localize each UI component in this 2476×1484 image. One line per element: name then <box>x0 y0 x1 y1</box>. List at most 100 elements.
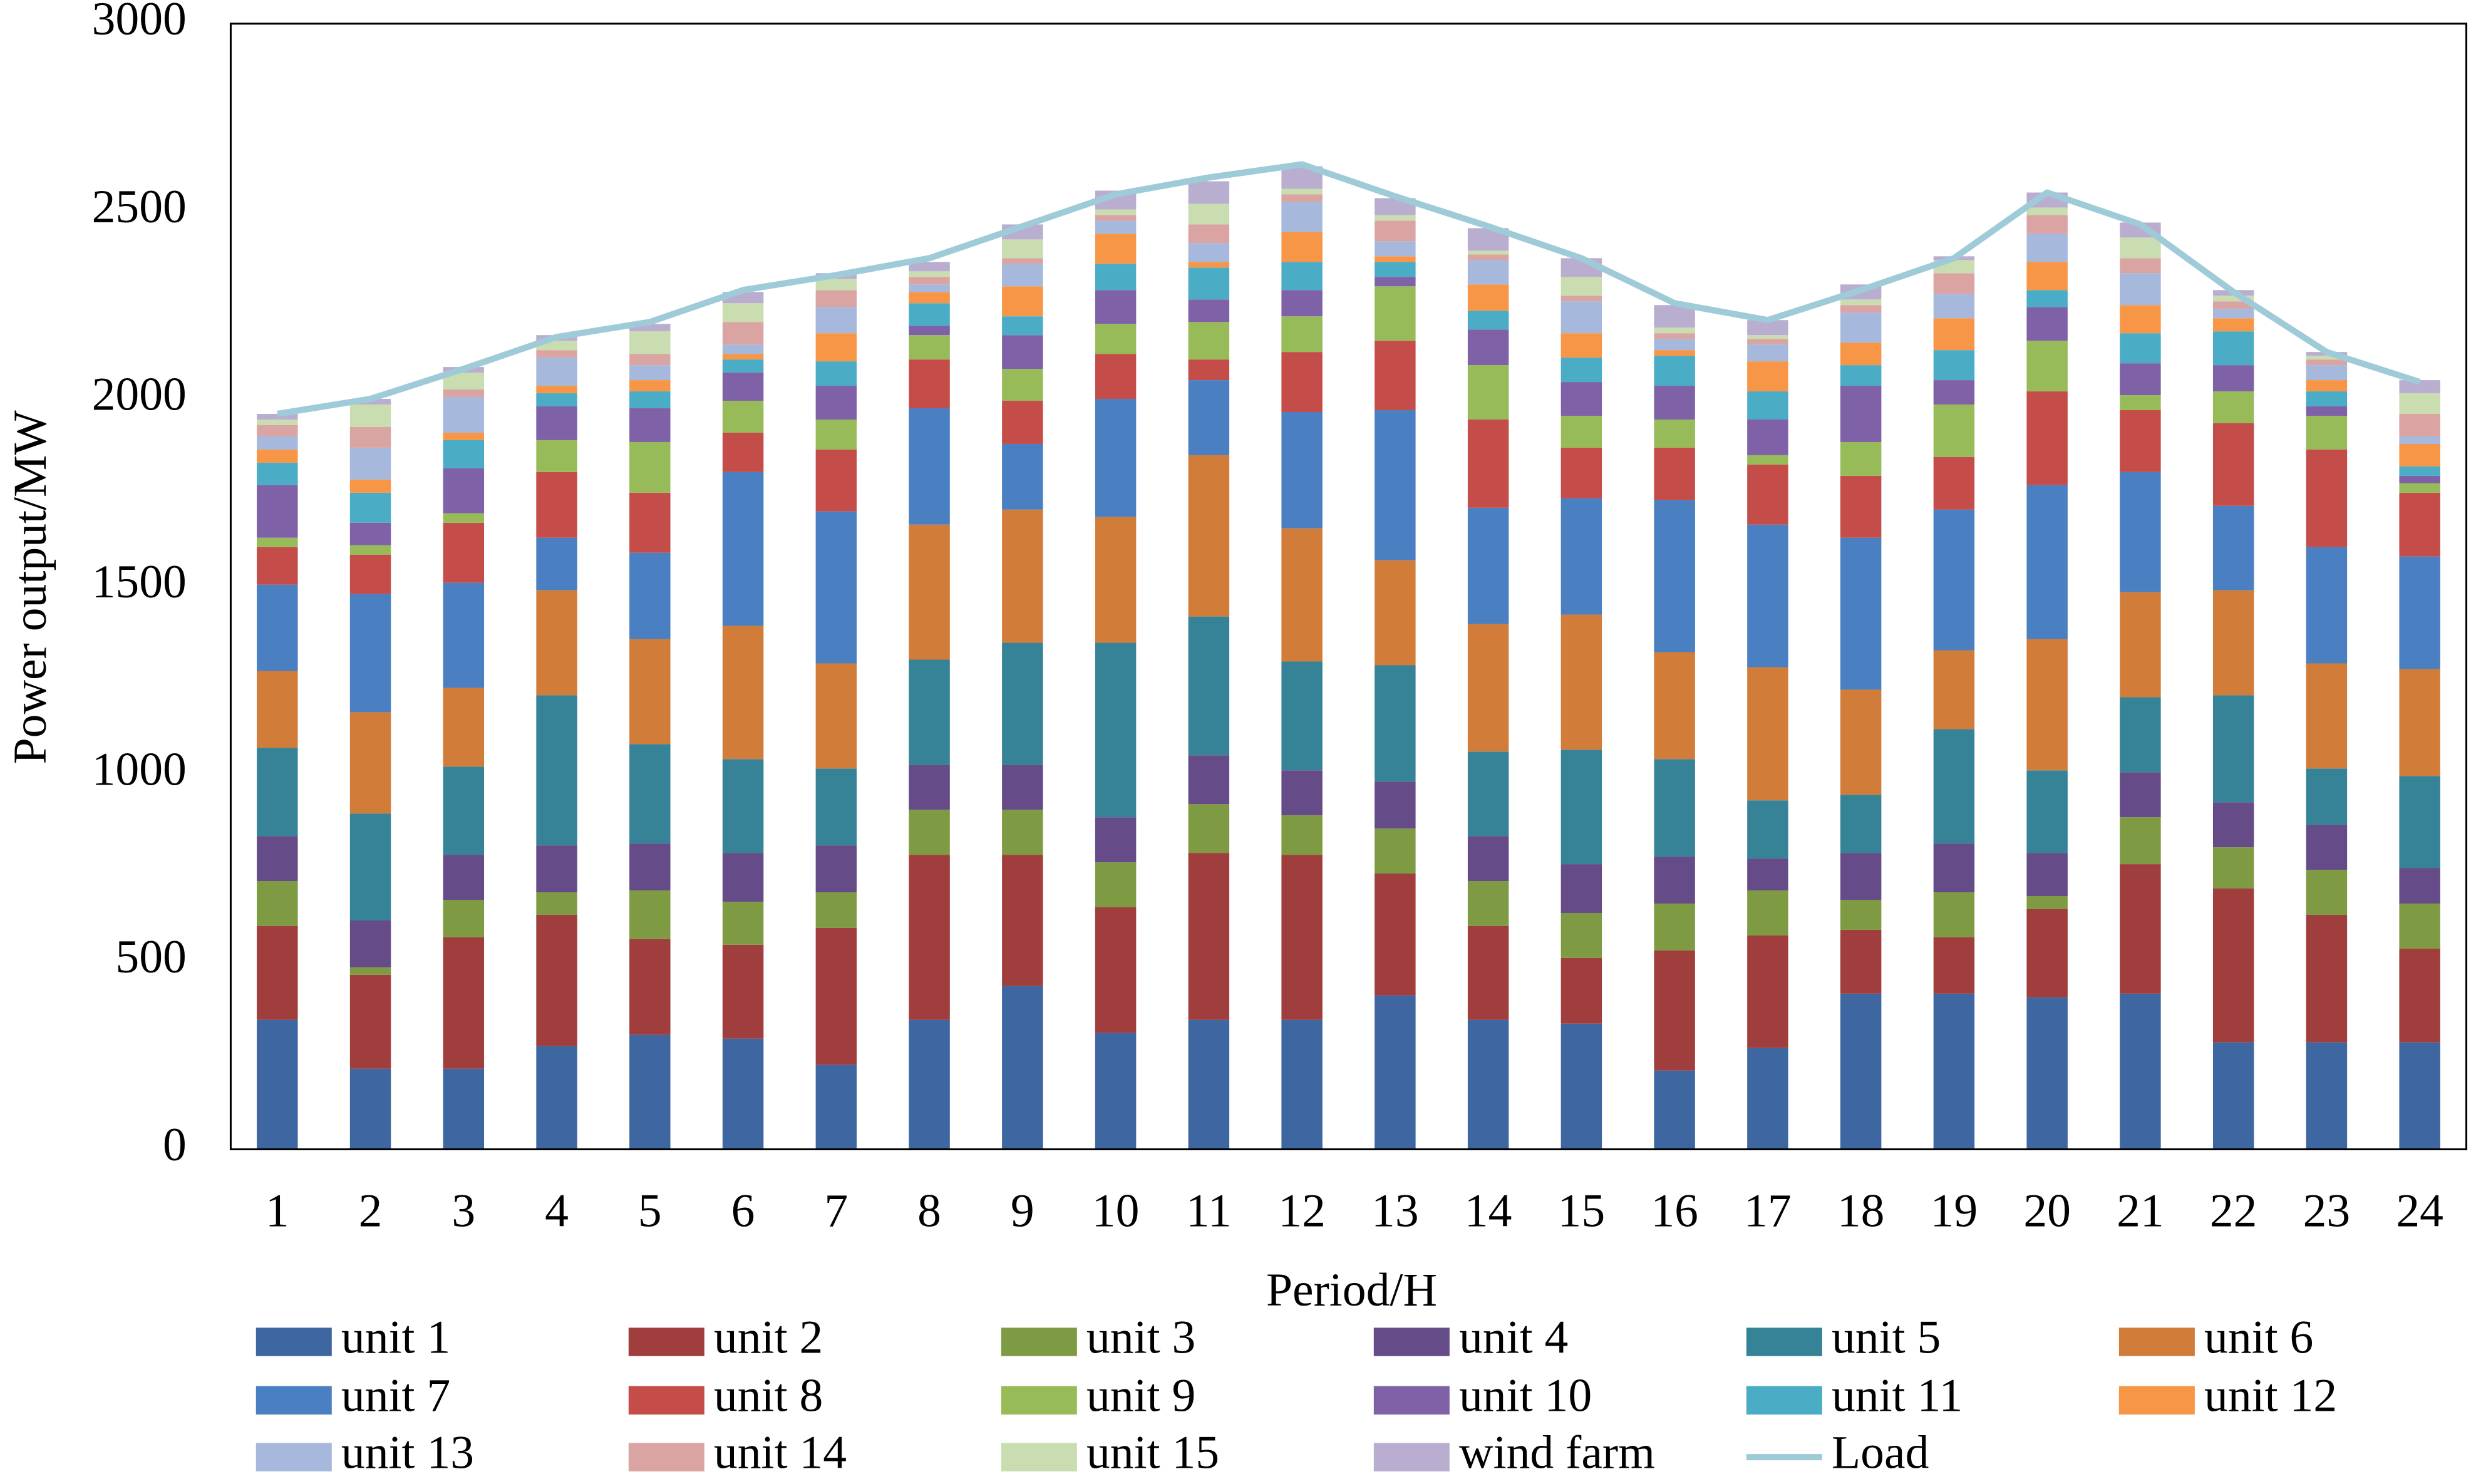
bar-segment <box>536 537 577 590</box>
x-tick-label: 7 <box>824 1185 848 1237</box>
bar-segment <box>1281 262 1323 291</box>
bar-segment <box>1840 900 1882 930</box>
bar-segment <box>2026 909 2068 997</box>
bar-segment <box>1654 447 1695 500</box>
bar-segment <box>1747 361 1788 392</box>
bar-segment <box>1002 642 1043 765</box>
bar-segment <box>2306 416 2348 450</box>
legend-marker <box>628 1386 704 1415</box>
bar-segment <box>1188 853 1230 1020</box>
bar-segment <box>722 1038 764 1150</box>
bar-segment <box>1747 935 1788 1048</box>
bar-segment <box>1467 419 1509 508</box>
bar-segment <box>1747 464 1788 525</box>
bar-segment <box>2399 1042 2440 1150</box>
x-tick-label: 17 <box>1744 1185 1792 1237</box>
bar-segment <box>1840 343 1882 366</box>
bar-segment <box>349 967 391 975</box>
bar-segment <box>1281 188 1323 195</box>
bar-segment <box>1188 1019 1230 1150</box>
bar-segment <box>1002 855 1043 986</box>
bar-segment <box>349 920 391 967</box>
bar-segment <box>2399 776 2440 868</box>
bar-segment <box>257 425 298 436</box>
bar-segment <box>1375 828 1416 874</box>
bar-segment <box>1933 273 1975 294</box>
bar-segment <box>722 359 764 373</box>
bar-segment <box>1375 873 1416 996</box>
bar-segment <box>815 663 857 769</box>
bar-segment <box>349 426 391 448</box>
bar-segment <box>1095 215 1137 221</box>
legend-label: wind farm <box>1459 1426 1655 1478</box>
bar-segment <box>1188 181 1230 204</box>
bar-segment <box>629 391 671 409</box>
x-tick-label: 16 <box>1651 1185 1698 1237</box>
x-tick-label: 23 <box>2303 1185 2351 1237</box>
bar-segment <box>909 765 950 810</box>
bar-segment <box>349 974 391 1069</box>
bar-segment <box>443 937 485 1069</box>
bar-segment <box>1467 925 1509 1020</box>
bar-segment <box>1467 250 1509 255</box>
bar-segment <box>2026 215 2068 234</box>
bar-segment <box>815 449 857 512</box>
bar-segment <box>2399 868 2440 904</box>
bar-segment <box>1840 993 1882 1150</box>
bar-segment <box>1002 401 1043 444</box>
bar-segment <box>2120 363 2161 396</box>
bar-segment <box>1002 316 1043 336</box>
bar-segment <box>1560 912 1602 958</box>
bar-segment <box>2399 380 2440 394</box>
bar-segment <box>2306 359 2348 366</box>
bar-segment <box>2026 639 2068 771</box>
bar-segment <box>1747 320 1788 336</box>
y-tick-label: 500 <box>115 931 186 983</box>
legend-marker <box>1001 1443 1077 1471</box>
bar-segment <box>349 479 391 493</box>
bar-segment <box>2399 475 2440 483</box>
bar-segment <box>2306 914 2348 1043</box>
bar-segment <box>1560 382 1602 416</box>
bar-segment <box>1933 892 1975 937</box>
bar-segment <box>2026 234 2068 262</box>
bar-segment <box>629 408 671 442</box>
bar-segment <box>1002 369 1043 401</box>
legend-marker <box>1746 1327 1822 1356</box>
bar-segment <box>909 335 950 360</box>
bar-segment <box>1281 855 1323 1020</box>
bar-segment <box>349 712 391 814</box>
bar-segment <box>443 900 485 937</box>
legend-label: unit 6 <box>2204 1311 2313 1363</box>
bar-segment <box>1002 765 1043 810</box>
bar-segment <box>1560 333 1602 358</box>
legend-marker <box>2118 1386 2195 1415</box>
bar-segment <box>1654 857 1695 904</box>
bar-segment <box>1281 661 1323 771</box>
bar-segment <box>2306 870 2348 915</box>
bar-segment <box>1188 267 1230 300</box>
bar-segment <box>1002 509 1043 643</box>
bar-segment <box>1467 329 1509 366</box>
bar-segment <box>909 277 950 285</box>
bar-segment <box>722 432 764 472</box>
legend-label: unit 12 <box>2204 1370 2337 1422</box>
bar-segment <box>1560 301 1602 334</box>
bar-segment <box>1095 817 1137 863</box>
bar-segment <box>536 845 577 893</box>
bar-segment <box>1375 256 1416 262</box>
bar-segment <box>1375 215 1416 221</box>
bar-segment <box>1840 929 1882 994</box>
bar-segment <box>443 440 485 468</box>
bar-segment <box>1188 616 1230 756</box>
bar-segment <box>2026 391 2068 485</box>
x-tick-label: 10 <box>1092 1185 1140 1237</box>
bar-segment <box>1933 509 1975 651</box>
bar-segment <box>1933 404 1975 457</box>
x-tick-label: 21 <box>2117 1185 2164 1237</box>
bar-segment <box>1840 365 1882 386</box>
bar-segment <box>1188 262 1230 268</box>
bar-segment <box>2306 391 2348 407</box>
bar-segment <box>1840 305 1882 313</box>
